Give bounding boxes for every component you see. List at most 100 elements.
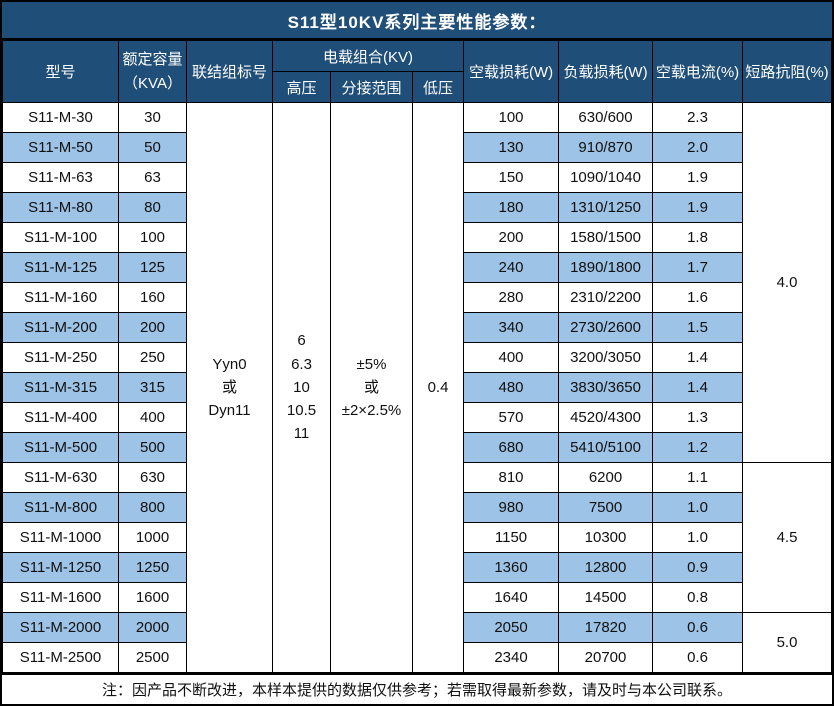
table-row: S11-M-30 30 Yyn0 或 Dyn11 6 6.3 10 10.5 1…: [2, 102, 832, 673]
no-load-loss-cell: 280: [463, 282, 560, 313]
model-cell: S11-M-250: [2, 342, 119, 373]
col-header-tap-range: 分接范围: [330, 71, 413, 103]
load-loss-cell: 3200/3050: [558, 342, 654, 373]
capacity-cell: 50: [118, 132, 187, 163]
high-voltage-cell: 6 6.3 10 10.5 11: [272, 102, 331, 673]
capacity-cell: 500: [118, 432, 187, 463]
load-loss-cell: 20700: [558, 642, 654, 673]
col-header-high-voltage: 高压: [272, 71, 331, 103]
no-load-loss-cell: 400: [463, 342, 560, 373]
no-load-loss-cell: 100: [463, 102, 560, 133]
table-row: S11-M-160 160 280 2310/2200 1.6: [2, 282, 832, 313]
no-load-loss-cell: 340: [463, 312, 560, 343]
load-loss-cell: 1890/1800: [558, 252, 654, 283]
model-cell: S11-M-160: [2, 282, 119, 313]
spec-table: 型号 额定容量 （KVA） 联结组标号 电载组合(KV) 空载损耗(W) 负载损…: [2, 40, 832, 673]
model-cell: S11-M-30: [2, 102, 119, 133]
col-header-load-loss: 负载损耗(W): [558, 40, 654, 103]
no-load-current-cell: 1.1: [652, 462, 744, 493]
model-cell: S11-M-500: [2, 432, 119, 463]
capacity-cell: 2500: [118, 642, 187, 673]
model-cell: S11-M-80: [2, 192, 119, 223]
table-row: S11-M-1250 1250 1360 12800 0.9: [2, 552, 832, 583]
col-header-no-load-loss: 空载损耗(W): [463, 40, 560, 103]
capacity-cell: 63: [118, 162, 187, 193]
table-row: S11-M-1600 1600 1640 14500 0.8: [2, 582, 832, 613]
no-load-current-cell: 2.3: [652, 102, 744, 133]
model-cell: S11-M-315: [2, 372, 119, 403]
col-header-no-load-current: 空载电流(%): [652, 40, 744, 103]
capacity-cell: 315: [118, 372, 187, 403]
no-load-loss-cell: 570: [463, 402, 560, 433]
table-row: S11-M-80 80 180 1310/1250 1.9: [2, 192, 832, 223]
footer-note: 注：因产品不断改进，本样本提供的数据仅供参考；若需取得最新参数，请及时与本公司联…: [2, 673, 832, 704]
load-loss-cell: 910/870: [558, 132, 654, 163]
capacity-cell: 100: [118, 222, 187, 253]
table-row: S11-M-100 100 200 1580/1500 1.8: [2, 222, 832, 253]
no-load-loss-cell: 680: [463, 432, 560, 463]
load-loss-cell: 14500: [558, 582, 654, 613]
table-row: S11-M-400 400 570 4520/4300 1.3: [2, 402, 832, 433]
capacity-cell: 200: [118, 312, 187, 343]
no-load-loss-cell: 240: [463, 252, 560, 283]
table-row: S11-M-500 500 680 5410/5100 1.2: [2, 432, 832, 463]
model-cell: S11-M-400: [2, 402, 119, 433]
table-header: 型号 额定容量 （KVA） 联结组标号 电载组合(KV) 空载损耗(W) 负载损…: [2, 40, 832, 103]
model-cell: S11-M-50: [2, 132, 119, 163]
no-load-loss-cell: 1150: [463, 522, 560, 553]
table-row: S11-M-200 200 340 2730/2600 1.5: [2, 312, 832, 343]
table-row: S11-M-630 630 810 6200 1.1 4.5: [2, 462, 832, 613]
no-load-loss-cell: 2050: [463, 612, 560, 643]
no-load-current-cell: 1.8: [652, 222, 744, 253]
capacity-cell: 30: [118, 102, 187, 133]
impedance-cell: 4.5: [742, 462, 832, 613]
load-loss-cell: 5410/5100: [558, 432, 654, 463]
table-row: S11-M-2000 2000 2050 17820 0.6 5.0: [2, 612, 832, 673]
col-header-model: 型号: [2, 40, 119, 103]
no-load-loss-cell: 180: [463, 192, 560, 223]
header-row-1: 型号 额定容量 （KVA） 联结组标号 电载组合(KV) 空载损耗(W) 负载损…: [2, 40, 832, 103]
capacity-cell: 800: [118, 492, 187, 523]
no-load-current-cell: 2.0: [652, 132, 744, 163]
col-header-impedance: 短路抗阻(%): [742, 40, 832, 103]
capacity-cell: 125: [118, 252, 187, 283]
model-cell: S11-M-1250: [2, 552, 119, 583]
load-loss-cell: 12800: [558, 552, 654, 583]
no-load-loss-cell: 810: [463, 462, 560, 493]
model-cell: S11-M-2000: [2, 612, 119, 643]
model-cell: S11-M-100: [2, 222, 119, 253]
table-row: S11-M-63 63 150 1090/1040 1.9: [2, 162, 832, 193]
no-load-loss-cell: 1360: [463, 552, 560, 583]
load-loss-cell: 7500: [558, 492, 654, 523]
no-load-current-cell: 1.9: [652, 162, 744, 193]
no-load-loss-cell: 150: [463, 162, 560, 193]
no-load-current-cell: 1.9: [652, 192, 744, 223]
no-load-current-cell: 1.0: [652, 522, 744, 553]
model-cell: S11-M-63: [2, 162, 119, 193]
no-load-current-cell: 0.6: [652, 642, 744, 673]
model-cell: S11-M-800: [2, 492, 119, 523]
no-load-loss-cell: 1640: [463, 582, 560, 613]
tap-range-cell: ±5% 或 ±2×2.5%: [330, 102, 413, 673]
load-loss-cell: 6200: [558, 462, 654, 493]
no-load-current-cell: 1.6: [652, 282, 744, 313]
capacity-cell: 1600: [118, 582, 187, 613]
col-header-connection: 联结组标号: [186, 40, 273, 103]
no-load-current-cell: 1.7: [652, 252, 744, 283]
model-cell: S11-M-125: [2, 252, 119, 283]
no-load-loss-cell: 480: [463, 372, 560, 403]
capacity-cell: 2000: [118, 612, 187, 643]
load-loss-cell: 17820: [558, 612, 654, 643]
page-title: S11型10KV系列主要性能参数：: [2, 2, 832, 40]
model-cell: S11-M-2500: [2, 642, 119, 673]
load-loss-cell: 630/600: [558, 102, 654, 133]
capacity-cell: 400: [118, 402, 187, 433]
no-load-current-cell: 1.5: [652, 312, 744, 343]
table-row: S11-M-125 125 240 1890/1800 1.7: [2, 252, 832, 283]
no-load-loss-cell: 200: [463, 222, 560, 253]
no-load-current-cell: 1.4: [652, 372, 744, 403]
no-load-current-cell: 1.3: [652, 402, 744, 433]
table-body: S11-M-30 30 Yyn0 或 Dyn11 6 6.3 10 10.5 1…: [2, 102, 832, 673]
table-row: S11-M-800 800 980 7500 1.0: [2, 492, 832, 523]
table-row: S11-M-1000 1000 1150 10300 1.0: [2, 522, 832, 553]
